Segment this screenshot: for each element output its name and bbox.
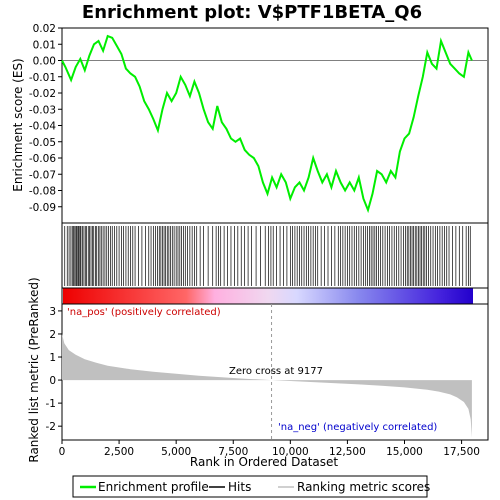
es-panel: 0.02 0.01 0.00 -0.01 -0.02 -0.03 -0.04 -0.05 -0.… xyxy=(29,23,489,224)
es-tick-label: 0.00 xyxy=(33,56,56,68)
metric-y-axis-label: Ranked list metric (PreRanked) xyxy=(27,277,41,462)
x-tick-label: 7,500 xyxy=(218,446,248,458)
es-tick-label: -0.03 xyxy=(29,104,56,116)
x-tick-label: 15,000 xyxy=(386,446,423,458)
metric-tick-label: 3 xyxy=(49,306,56,318)
es-tick-label: -0.08 xyxy=(29,186,56,198)
es-tick-label: -0.02 xyxy=(29,88,56,100)
metric-tick-label: -1 xyxy=(46,398,56,410)
legend-label-enrichment-profile: Enrichment profile xyxy=(98,480,209,494)
rank-gradient-bar xyxy=(63,288,473,304)
es-tick-label: 0.02 xyxy=(33,23,56,35)
x-axis-ticks: 0 2,500 5,000 7,500 10,000 12,500 15,000 17,500 xyxy=(59,440,480,458)
ranked-metric-area xyxy=(62,334,472,438)
x-tick-label: 5,000 xyxy=(161,446,191,458)
es-tick-label: -0.01 xyxy=(29,72,56,84)
es-tick-label: 0.01 xyxy=(33,39,56,51)
legend: Enrichment profile Hits Ranking metric s… xyxy=(72,475,430,498)
x-tick-label: 17,500 xyxy=(443,446,480,458)
legend-label-hits: Hits xyxy=(228,480,251,494)
enrichment-profile-line xyxy=(61,34,473,214)
es-axis-ticks: 0.02 0.01 0.00 -0.01 -0.02 -0.03 -0.04 -0.05 -0.… xyxy=(29,23,62,214)
x-tick-label: 10,000 xyxy=(272,446,309,458)
metric-tick-label: -2 xyxy=(46,421,56,433)
hits-panel xyxy=(61,222,489,289)
es-tick-label: -0.09 xyxy=(29,202,56,214)
metric-tick-label: 2 xyxy=(49,329,56,341)
pos-correlated-label: 'na_pos' (positively correlated) xyxy=(67,307,221,318)
es-y-axis-label: Enrichment score (ES) xyxy=(11,58,25,191)
metric-axis-ticks: 3 2 1 0 -1 -2 xyxy=(46,306,62,433)
hits-marks xyxy=(64,226,471,286)
x-tick-label: 0 xyxy=(59,446,66,458)
x-tick-label: 2,500 xyxy=(104,446,134,458)
es-tick-label: -0.07 xyxy=(29,169,56,181)
es-tick-label: -0.04 xyxy=(29,121,56,133)
es-panel-frame xyxy=(61,27,489,224)
neg-correlated-label: 'na_neg' (negatively correlated) xyxy=(278,422,437,433)
legend-frame xyxy=(72,475,428,498)
x-tick-label: 12,500 xyxy=(329,446,366,458)
es-tick-label: -0.06 xyxy=(29,153,56,165)
legend-label-ranking-metric: Ranking metric scores xyxy=(297,480,430,494)
es-tick-label: -0.05 xyxy=(29,137,56,149)
zero-cross-label: Zero cross at 9177 xyxy=(229,366,323,377)
metric-tick-label: 0 xyxy=(49,375,56,387)
metric-tick-label: 1 xyxy=(49,352,56,364)
chart-title: Enrichment plot: V$PTF1BETA_Q6 xyxy=(82,2,422,23)
metric-panel: 3 2 1 0 -1 -2 'na_pos' (positively correlated… xyxy=(46,303,489,441)
x-axis-label: Rank in Ordered Dataset xyxy=(190,455,338,469)
